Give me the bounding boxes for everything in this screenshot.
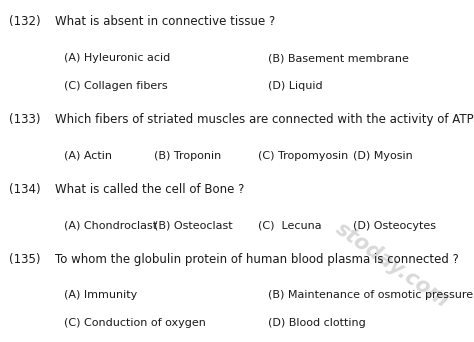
Text: To whom the globulin protein of human blood plasma is connected ?: To whom the globulin protein of human bl… (55, 253, 458, 266)
Text: (132): (132) (9, 15, 40, 28)
Text: (D) Blood clotting: (D) Blood clotting (268, 318, 365, 328)
Text: (135): (135) (9, 253, 40, 266)
Text: (B) Basement membrane: (B) Basement membrane (268, 53, 409, 63)
Text: (B) Osteoclast: (B) Osteoclast (154, 221, 233, 231)
Text: (C) Tropomyosin: (C) Tropomyosin (258, 151, 348, 161)
Text: (A) Hyleuronic acid: (A) Hyleuronic acid (64, 53, 170, 63)
Text: (B) Maintenance of osmotic pressure: (B) Maintenance of osmotic pressure (268, 290, 473, 300)
Text: (D) Osteocytes: (D) Osteocytes (353, 221, 436, 231)
Text: stoday.com: stoday.com (332, 219, 453, 312)
Text: (C) Collagen fibers: (C) Collagen fibers (64, 81, 168, 91)
Text: (B) Troponin: (B) Troponin (154, 151, 221, 161)
Text: (D) Liquid: (D) Liquid (268, 81, 322, 91)
Text: (133): (133) (9, 113, 40, 126)
Text: What is absent in connective tissue ?: What is absent in connective tissue ? (55, 15, 275, 28)
Text: (C)  Lecuna: (C) Lecuna (258, 221, 322, 231)
Text: (C) Conduction of oxygen: (C) Conduction of oxygen (64, 318, 206, 328)
Text: (134): (134) (9, 183, 40, 196)
Text: Which fibers of striated muscles are connected with the activity of ATPase ?: Which fibers of striated muscles are con… (55, 113, 474, 126)
Text: (D) Myosin: (D) Myosin (353, 151, 413, 161)
Text: What is called the cell of Bone ?: What is called the cell of Bone ? (55, 183, 244, 196)
Text: (A) Chondroclast: (A) Chondroclast (64, 221, 157, 231)
Text: (A) Actin: (A) Actin (64, 151, 112, 161)
Text: (A) Immunity: (A) Immunity (64, 290, 137, 300)
